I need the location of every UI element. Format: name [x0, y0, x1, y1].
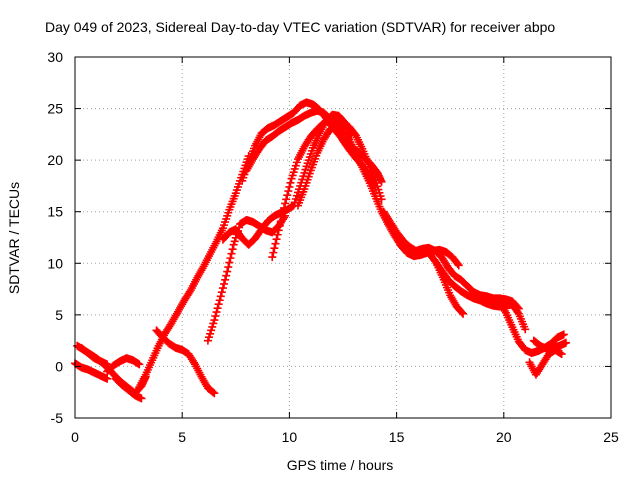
data-point — [285, 182, 294, 191]
data-point — [513, 308, 522, 317]
x-tick-label: 5 — [178, 429, 186, 445]
y-tick-label: 20 — [47, 152, 63, 168]
data-point — [275, 221, 284, 230]
data-point — [215, 296, 224, 305]
data-point — [276, 217, 285, 226]
data-point — [225, 258, 234, 267]
data-point — [227, 249, 236, 258]
series-arc-e — [111, 374, 146, 403]
data-point — [344, 133, 353, 142]
y-tick-label: 0 — [55, 358, 63, 374]
data-point — [284, 187, 293, 196]
y-axis-label: SDTVAR / TECUs — [6, 182, 22, 294]
data-point — [521, 325, 530, 334]
data-point — [277, 212, 286, 221]
y-tick-label: -5 — [51, 410, 64, 426]
data-point — [223, 267, 232, 276]
data-point — [214, 300, 223, 309]
data-point — [226, 254, 235, 263]
data-point — [282, 195, 291, 204]
data-point — [280, 203, 289, 212]
data-point — [283, 191, 292, 200]
data-point — [561, 338, 570, 347]
series-arc-m — [293, 122, 463, 270]
data-point — [270, 244, 279, 253]
data-point — [459, 309, 468, 318]
data-point — [268, 253, 277, 262]
data-point — [218, 284, 227, 293]
data-points — [71, 98, 570, 403]
data-point — [453, 259, 462, 268]
data-point — [222, 271, 231, 280]
data-point — [221, 275, 230, 284]
y-tick-label: 30 — [47, 49, 63, 65]
plot-frame — [74, 56, 612, 419]
data-point — [212, 308, 221, 317]
data-point — [272, 235, 281, 244]
series-arc-s — [529, 336, 570, 353]
data-point — [135, 360, 144, 369]
data-point — [103, 374, 112, 383]
data-point — [213, 304, 222, 313]
data-point — [281, 199, 290, 208]
data-point — [377, 177, 386, 186]
data-point — [209, 388, 218, 397]
y-tick-label: 5 — [55, 307, 63, 323]
data-point — [457, 308, 466, 317]
y-tick-label: 25 — [47, 101, 63, 117]
data-point — [286, 178, 295, 187]
data-point — [217, 288, 226, 297]
data-point — [224, 263, 233, 272]
x-axis-label: GPS time / hours — [287, 457, 394, 473]
data-point — [278, 208, 287, 217]
data-point — [274, 226, 283, 235]
data-point — [211, 312, 220, 321]
data-point — [220, 279, 229, 288]
data-point — [269, 248, 278, 257]
data-point — [454, 261, 463, 270]
series-arc-g — [152, 326, 219, 398]
chart-title: Day 049 of 2023, Sidereal Day-to-day VTE… — [45, 19, 555, 35]
x-tick-label: 10 — [282, 429, 298, 445]
data-point — [216, 292, 225, 301]
x-tick-label: 0 — [71, 429, 79, 445]
data-point — [137, 394, 146, 403]
axis-ticks: 0 5 10 15 20 25 -5 0 5 10 15 20 25 30 — [47, 49, 619, 445]
x-tick-label: 20 — [496, 429, 512, 445]
series-arc-c — [77, 343, 112, 369]
data-point — [210, 389, 219, 398]
y-tick-label: 10 — [47, 255, 63, 271]
data-point — [557, 350, 566, 359]
data-point — [210, 316, 219, 325]
x-tick-label: 25 — [603, 429, 619, 445]
series-arc-p — [433, 261, 468, 318]
data-point — [273, 230, 282, 239]
x-tick-label: 15 — [389, 429, 405, 445]
y-tick-label: 15 — [47, 204, 63, 220]
series-arc-d — [103, 354, 144, 376]
data-point — [103, 360, 112, 369]
data-point — [228, 245, 237, 254]
data-point — [271, 239, 280, 248]
data-point — [559, 330, 568, 339]
